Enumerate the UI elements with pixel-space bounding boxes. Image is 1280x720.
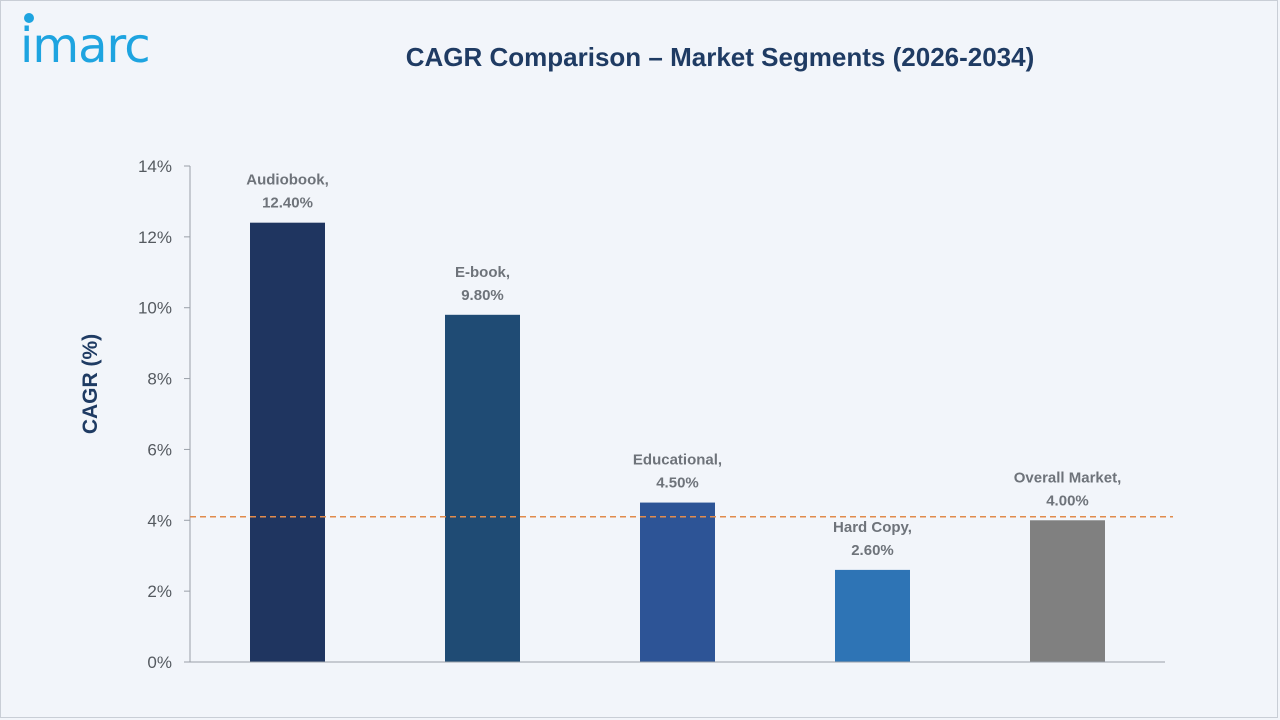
data-label-category: Audiobook, — [246, 172, 329, 189]
y-tick-label: 4% — [147, 511, 172, 530]
y-tick-label: 8% — [147, 370, 172, 389]
imarc-logo: imarc — [20, 18, 151, 74]
y-tick-label: 6% — [147, 440, 172, 459]
chart-title: CAGR Comparison – Market Segments (2026-… — [405, 42, 1035, 72]
y-tick-label: 12% — [138, 228, 172, 247]
bar-hard-copy — [835, 569, 910, 662]
bar-overall-market — [1030, 520, 1105, 662]
bar-e-book — [445, 314, 520, 662]
y-axis-title: CAGR (%) — [79, 334, 102, 434]
y-tick-label: 10% — [138, 299, 172, 318]
data-label-category: Educational, — [633, 452, 722, 469]
y-tick-label: 14% — [138, 157, 172, 176]
y-tick-label: 2% — [147, 582, 172, 601]
data-label-value: 4.50% — [656, 475, 699, 492]
bar-audiobook — [250, 222, 325, 662]
bar-educational — [640, 502, 715, 662]
data-label-category: Overall Market, — [1014, 469, 1122, 486]
data-label-category: E-book, — [455, 264, 510, 281]
data-label-value: 2.60% — [851, 542, 894, 559]
logo-dot — [24, 13, 34, 23]
data-label-value: 12.40% — [262, 195, 313, 212]
y-tick-label: 0% — [147, 653, 172, 672]
data-label-category: Hard Copy, — [833, 519, 912, 536]
data-label-value: 4.00% — [1046, 492, 1089, 509]
data-label-value: 9.80% — [461, 287, 504, 304]
